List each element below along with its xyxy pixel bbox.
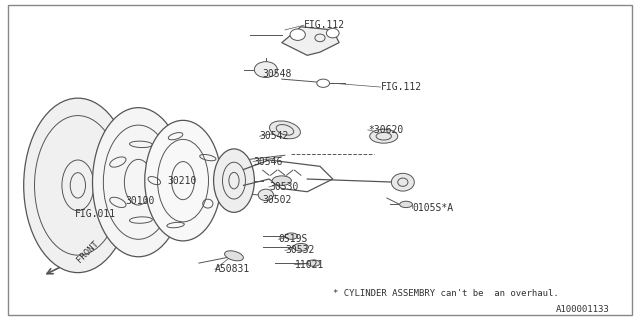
Ellipse shape xyxy=(254,62,277,77)
Ellipse shape xyxy=(290,29,305,40)
Ellipse shape xyxy=(145,120,221,241)
Circle shape xyxy=(293,244,308,251)
Circle shape xyxy=(370,129,397,143)
Ellipse shape xyxy=(214,149,254,212)
Text: 30502: 30502 xyxy=(262,195,292,205)
Text: 30546: 30546 xyxy=(253,156,282,167)
Circle shape xyxy=(272,176,291,185)
Ellipse shape xyxy=(392,173,414,191)
Ellipse shape xyxy=(24,98,132,273)
Ellipse shape xyxy=(269,121,300,139)
Ellipse shape xyxy=(258,189,273,201)
Circle shape xyxy=(399,201,412,208)
Ellipse shape xyxy=(225,251,243,261)
Text: 11021: 11021 xyxy=(294,260,324,270)
Text: 30542: 30542 xyxy=(259,131,289,141)
Text: FIG.112: FIG.112 xyxy=(381,82,422,92)
Text: *30620: *30620 xyxy=(368,125,403,135)
Polygon shape xyxy=(282,27,339,55)
Text: 30548: 30548 xyxy=(262,69,292,79)
Text: FIG.112: FIG.112 xyxy=(304,20,345,30)
Ellipse shape xyxy=(317,79,330,87)
Ellipse shape xyxy=(326,28,339,38)
Circle shape xyxy=(285,233,298,239)
Text: FRONT: FRONT xyxy=(75,239,100,265)
Circle shape xyxy=(307,260,320,266)
Text: * CYLINDER ASSEMBRY can't be  an overhaul.: * CYLINDER ASSEMBRY can't be an overhaul… xyxy=(333,289,559,298)
Text: FIG.011: FIG.011 xyxy=(75,209,116,219)
Text: A50831: A50831 xyxy=(215,264,250,275)
Text: 0105S*A: 0105S*A xyxy=(412,203,454,212)
Text: 30530: 30530 xyxy=(269,182,298,192)
Ellipse shape xyxy=(93,108,184,257)
Text: A100001133: A100001133 xyxy=(556,305,609,314)
Text: 0519S: 0519S xyxy=(278,234,308,244)
Text: 30100: 30100 xyxy=(125,196,155,206)
Text: 30532: 30532 xyxy=(285,245,314,255)
Text: 30210: 30210 xyxy=(167,176,196,186)
